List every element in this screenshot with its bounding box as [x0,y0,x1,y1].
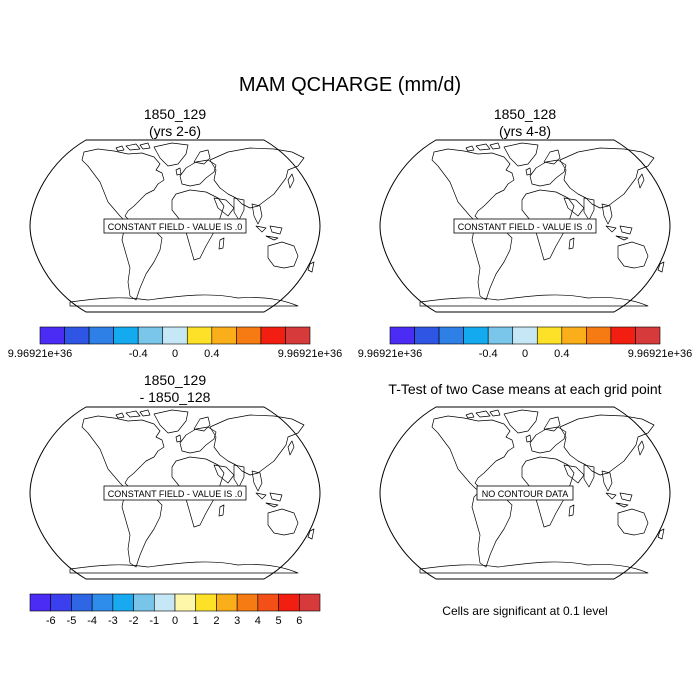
colorbar-diff-swatch [236,593,259,612]
colorbar-diff-swatch [71,593,93,612]
colorbar-diff-label: -2 [129,615,139,627]
colorbar-1-swatch [260,326,286,345]
colorbar-diff-swatch [278,593,300,612]
colorbar-diff-swatch [50,593,72,612]
colorbar-2-swatch [610,326,636,345]
panel-1-message: CONSTANT FIELD - VALUE IS .0 [108,222,243,232]
colorbar-diff-swatch [195,593,217,612]
panel-2-message-box [453,218,597,234]
colorbar-diff-label: -4 [87,615,97,627]
colorbar-1-swatch [113,326,139,345]
panel-2-title: 1850_128 (yrs 4-8) [445,106,605,140]
colorbar-diff-swatch [112,593,134,612]
colorbar-1-label: 9.96921e+36 [8,348,73,360]
colorbar-diff-label: 2 [213,615,219,627]
colorbar-1-swatch [211,326,237,345]
colorbar-diff-swatch [216,593,238,612]
colorbar-1-label: 9.96921e+36 [278,348,343,360]
colorbar-2-swatch [536,326,563,345]
panel-4-title-line1: T-Test of two Case means at each grid po… [388,381,662,397]
colorbar-diff-label: -3 [108,615,118,627]
panel-1-title-line1: 1850_129 [143,106,207,122]
colorbar-diff-label: -1 [149,615,159,627]
colorbar-2-label: 0.4 [554,348,569,360]
colorbar-diff-swatch [298,593,321,612]
panel-2-title-line1: 1850_128 [493,106,557,122]
colorbar-2-label: 9.96921e+36 [628,348,693,360]
colorbar-2-label: 9.96921e+36 [358,348,423,360]
panel-3-title-line2: - 1850_128 [139,389,211,405]
colorbar-diff-label: 6 [296,615,302,627]
significance-note: Cells are significant at 0.1 level [442,604,608,618]
colorbar-1-label: -0.4 [129,348,148,360]
panel-2-title-line2: (yrs 4-8) [498,123,552,139]
colorbar-diff-swatch [29,593,52,612]
colorbar-diff-swatch [133,593,155,612]
colorbar-diff-label: 4 [255,615,261,627]
colorbar-2-swatch [487,326,514,345]
colorbar-1-swatch [162,326,188,345]
colorbar-1-swatch [236,326,262,345]
colorbar-panel-2: 9.96921e+36 -0.4 0 0.4 9.96921e+36 [358,326,693,360]
panel-4-title: T-Test of two Case means at each grid po… [355,381,695,398]
colorbar-1-label: 0 [172,348,178,360]
colorbar-1-label: 0.4 [204,348,219,360]
colorbar-2-swatch [586,326,612,345]
colorbar-2-label: -0.4 [479,348,498,360]
colorbar-2-swatch [561,326,587,345]
colorbar-2-label: 0 [522,348,528,360]
colorbar-1-swatch [285,326,311,345]
figure-title: MAM QCHARGE (mm/d) [238,74,462,96]
colorbar-diff-swatch [174,593,197,612]
panel-3-title-line1: 1850_129 [143,372,207,388]
panel-2-message: CONSTANT FIELD - VALUE IS .0 [458,222,593,232]
colorbar-1-swatch [186,326,213,345]
colorbar-1-swatch [137,326,164,345]
colorbar-2-swatch [463,326,489,345]
panel-4-message: NO CONTOUR DATA [482,489,569,499]
colorbar-2-swatch [512,326,538,345]
panel-4-message-box [476,485,574,501]
panel-1-title-line2: (yrs 2-6) [148,123,202,139]
colorbar-2-swatch [389,326,415,345]
panel-1-title: 1850_129 (yrs 2-6) [95,106,255,140]
colorbar-1-swatch [39,326,65,345]
colorbar-2-swatch [414,326,440,345]
colorbar-diff-swatch [91,593,114,612]
panel-3-message-box [103,485,247,501]
colorbar-2-swatch [438,326,464,345]
colorbar-2-swatch [635,326,661,345]
colorbar-panel-1: 9.96921e+36 -0.4 0 0.4 9.96921e+36 [8,326,343,360]
colorbar-1-swatch [64,326,90,345]
colorbar-diff-label: 5 [276,615,282,627]
panel-3-message: CONSTANT FIELD - VALUE IS .0 [108,489,243,499]
colorbar-diff-swatch [257,593,279,612]
colorbar-difference: -6 -5 -4 -3 -2 -1 0 1 2 3 4 5 6 [29,593,321,627]
colorbar-diff-swatch [153,593,176,612]
colorbar-diff-label: 1 [193,615,199,627]
colorbar-diff-label: 3 [234,615,240,627]
colorbar-diff-label: -5 [67,615,77,627]
panel-3-title: 1850_129 - 1850_128 [95,372,255,406]
colorbar-1-swatch [88,326,114,345]
colorbar-diff-label: 0 [172,615,178,627]
colorbar-diff-label: -6 [46,615,56,627]
panel-1-message-box [103,218,247,234]
